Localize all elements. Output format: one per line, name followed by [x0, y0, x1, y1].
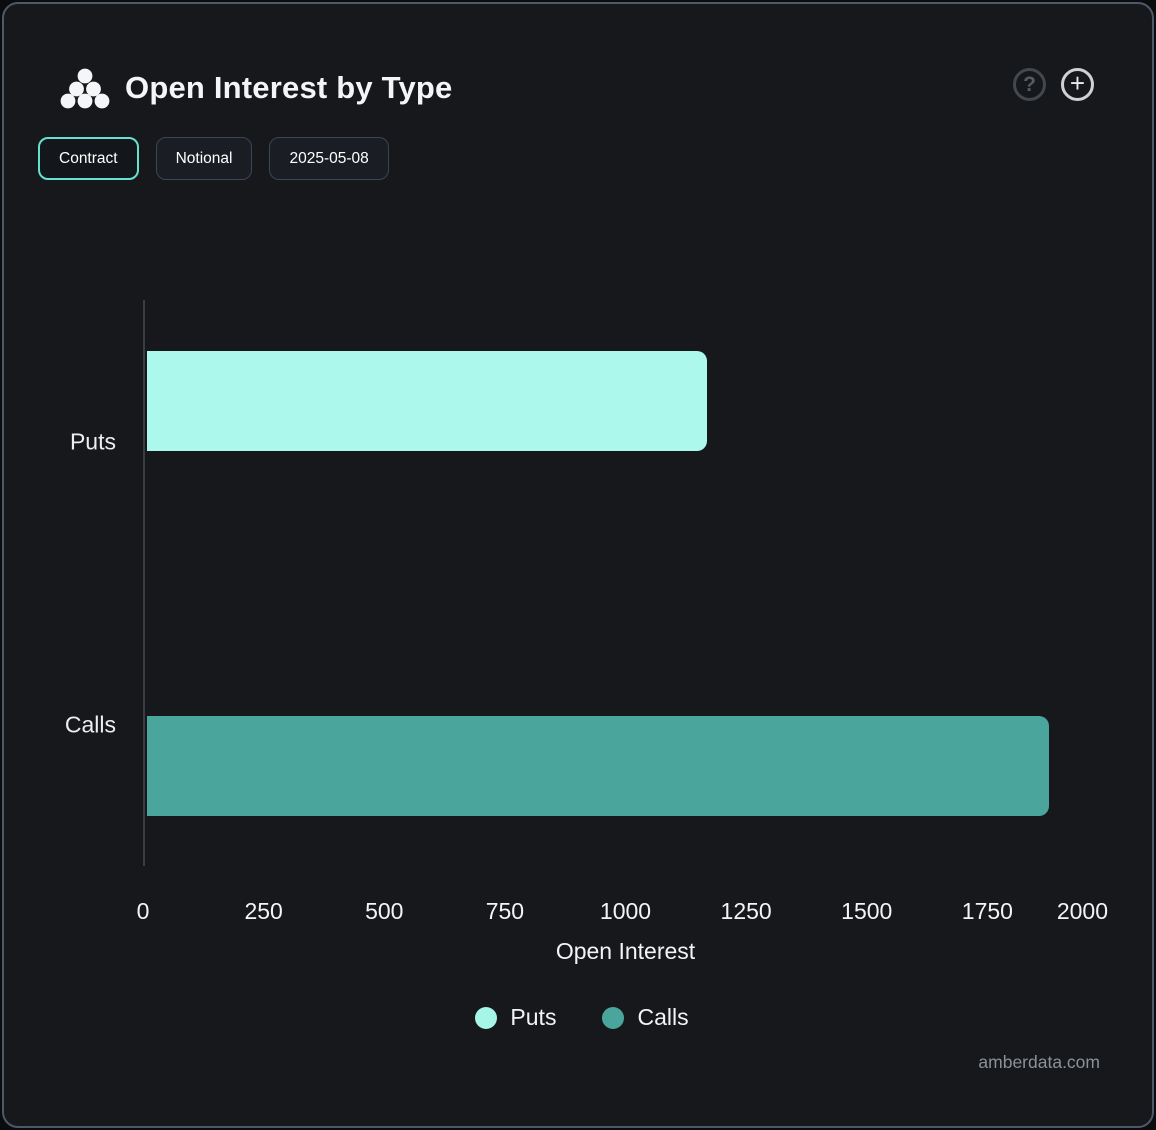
contract-toggle-button[interactable]: Contract [38, 137, 139, 180]
x-tick-750: 750 [485, 898, 525, 924]
date-selector-button[interactable]: 2025-05-08 [269, 137, 389, 180]
y-axis-label-puts: Puts [69, 428, 116, 454]
bar-calls[interactable] [147, 715, 1050, 816]
legend-item-calls[interactable]: Calls [602, 1004, 689, 1031]
x-tick-1500: 1500 [841, 898, 893, 924]
x-tick-2000: 2000 [1056, 898, 1108, 924]
x-tick-1250: 1250 [720, 898, 772, 924]
legend-dot-calls [602, 1006, 625, 1029]
y-axis-label-calls: Calls [64, 711, 116, 737]
legend-label: Puts [510, 1004, 557, 1030]
bar-puts[interactable] [147, 350, 707, 451]
page-title: Open Interest by Type [125, 70, 453, 105]
x-tick-500: 500 [365, 898, 404, 924]
watermark-text: amberdata.com [978, 1052, 1100, 1072]
plus-glyph: + [1069, 68, 1086, 98]
help-glyph: ? [1023, 72, 1036, 96]
legend-dot-puts [475, 1006, 498, 1029]
x-tick-250: 250 [244, 898, 283, 924]
legend-item-puts[interactable]: Puts [475, 1004, 556, 1031]
toolbar: Contract Notional 2025-05-08 [38, 137, 389, 180]
chart-plot-area[interactable] [143, 300, 1110, 866]
help-icon[interactable]: ? [1013, 68, 1046, 101]
amberdata-dots-logo-icon [60, 68, 110, 109]
notional-toggle-button[interactable]: Notional [155, 137, 253, 180]
x-tick-0: 0 [136, 898, 150, 924]
legend-label: Calls [637, 1004, 689, 1030]
chart-legend: Puts Calls [4, 1004, 1156, 1031]
x-tick-1000: 1000 [599, 898, 652, 924]
x-axis-title: Open Interest [555, 938, 696, 964]
x-tick-1750: 1750 [961, 898, 1013, 924]
add-icon[interactable]: + [1061, 68, 1094, 101]
